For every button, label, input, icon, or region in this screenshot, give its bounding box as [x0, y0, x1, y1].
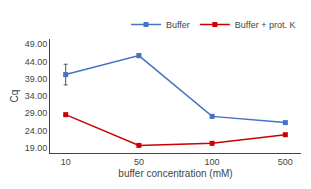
svg-text:Buffer: Buffer [166, 20, 190, 30]
svg-text:49.00: 49.00 [25, 39, 48, 49]
svg-text:Buffer + prot. K: Buffer + prot. K [235, 20, 296, 30]
svg-text:10: 10 [61, 157, 71, 167]
svg-text:50: 50 [134, 157, 144, 167]
svg-text:44.00: 44.00 [25, 57, 48, 67]
svg-text:34.00: 34.00 [25, 91, 48, 101]
svg-text:100: 100 [205, 157, 220, 167]
svg-text:500: 500 [278, 157, 293, 167]
svg-text:39.00: 39.00 [25, 74, 48, 84]
svg-text:buffer concentration (mM): buffer concentration (mM) [118, 168, 232, 179]
svg-text:24.00: 24.00 [25, 126, 48, 136]
svg-text:19.00: 19.00 [25, 143, 48, 153]
svg-text:Cq: Cq [9, 90, 20, 103]
svg-text:29.00: 29.00 [25, 108, 48, 118]
